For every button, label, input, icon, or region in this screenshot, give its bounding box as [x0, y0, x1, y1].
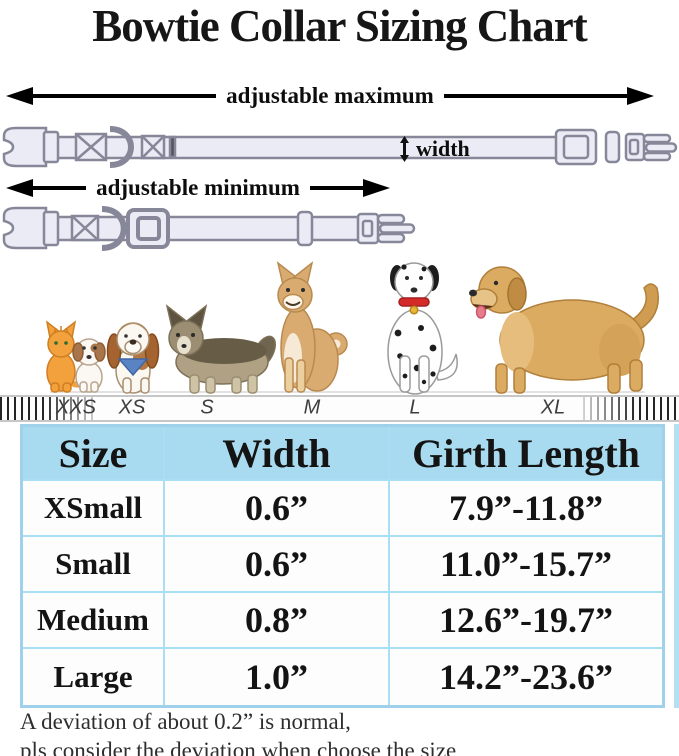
page-title: Bowtie Collar Sizing Chart	[92, 1, 587, 51]
adjustable-maximum-label: adjustable maximum	[226, 83, 434, 108]
collar-maximum-diagram	[2, 126, 678, 168]
basset-hound-illustration	[106, 322, 160, 394]
collar-minimum-diagram	[2, 206, 416, 251]
table-header-width: Width	[165, 427, 390, 481]
table-cell: Small	[23, 537, 165, 593]
deviation-note-line1: A deviation of about 0.2” is normal,	[20, 709, 351, 734]
deviation-note-line2: pls consider the deviation when choose t…	[20, 738, 457, 756]
table-cell: 0.6”	[165, 481, 390, 537]
golden-retriever-illustration	[469, 266, 659, 394]
table-header-girth: Girth Length	[390, 427, 662, 481]
table-cell: Large	[23, 649, 165, 705]
tape-label-l: L	[409, 396, 421, 419]
table-right-edge-artifact	[674, 424, 679, 708]
arrow-right-head-icon	[363, 179, 390, 197]
arrow-right-head-icon	[627, 87, 654, 105]
table-cell: 0.6”	[165, 537, 390, 593]
table-cell: XSmall	[23, 481, 165, 537]
cat-illustration	[45, 320, 88, 393]
adjustable-minimum-arrow: adjustable minimum	[6, 175, 390, 200]
tape-hatch-right	[583, 397, 679, 420]
width-indicator: width	[398, 135, 470, 163]
tape-hatch-left	[0, 397, 96, 420]
table-cell: Medium	[23, 593, 165, 649]
arrow-left-head-icon	[6, 179, 33, 197]
deviation-note: A deviation of about 0.2” is normal, pls…	[20, 707, 456, 756]
adjustable-maximum-arrow: adjustable maximum	[6, 83, 654, 108]
tape-label-xxs: XXS	[55, 396, 97, 419]
table-cell: 0.8”	[165, 593, 390, 649]
corgi-illustration	[165, 304, 277, 394]
table-cell: 14.2”-23.6”	[390, 649, 662, 705]
width-label: width	[416, 136, 470, 161]
vertical-arrow-icon	[400, 136, 409, 162]
shiba-inu-illustration	[276, 261, 348, 393]
animal-size-illustrations	[45, 261, 659, 395]
puppy-illustration	[72, 338, 106, 393]
table-cell: 7.9”-11.8”	[390, 481, 662, 537]
tape-label-s: S	[200, 396, 214, 419]
size-tape: XXS XS S M L XL	[0, 395, 679, 422]
table-cell: 1.0”	[165, 649, 390, 705]
table-cell: 12.6”-19.7”	[390, 593, 662, 649]
adjustable-minimum-label: adjustable minimum	[96, 175, 300, 200]
table-header-size: Size	[23, 427, 165, 481]
tape-label-xl: XL	[540, 396, 566, 419]
table-cell: 11.0”-15.7”	[390, 537, 662, 593]
tape-label-m: M	[303, 396, 321, 419]
dalmatian-illustration	[387, 262, 458, 395]
arrow-left-head-icon	[6, 87, 33, 105]
sizing-table: Size Width Girth Length XSmall 0.6” 7.9”…	[20, 424, 665, 708]
tape-label-xs: XS	[118, 396, 146, 419]
